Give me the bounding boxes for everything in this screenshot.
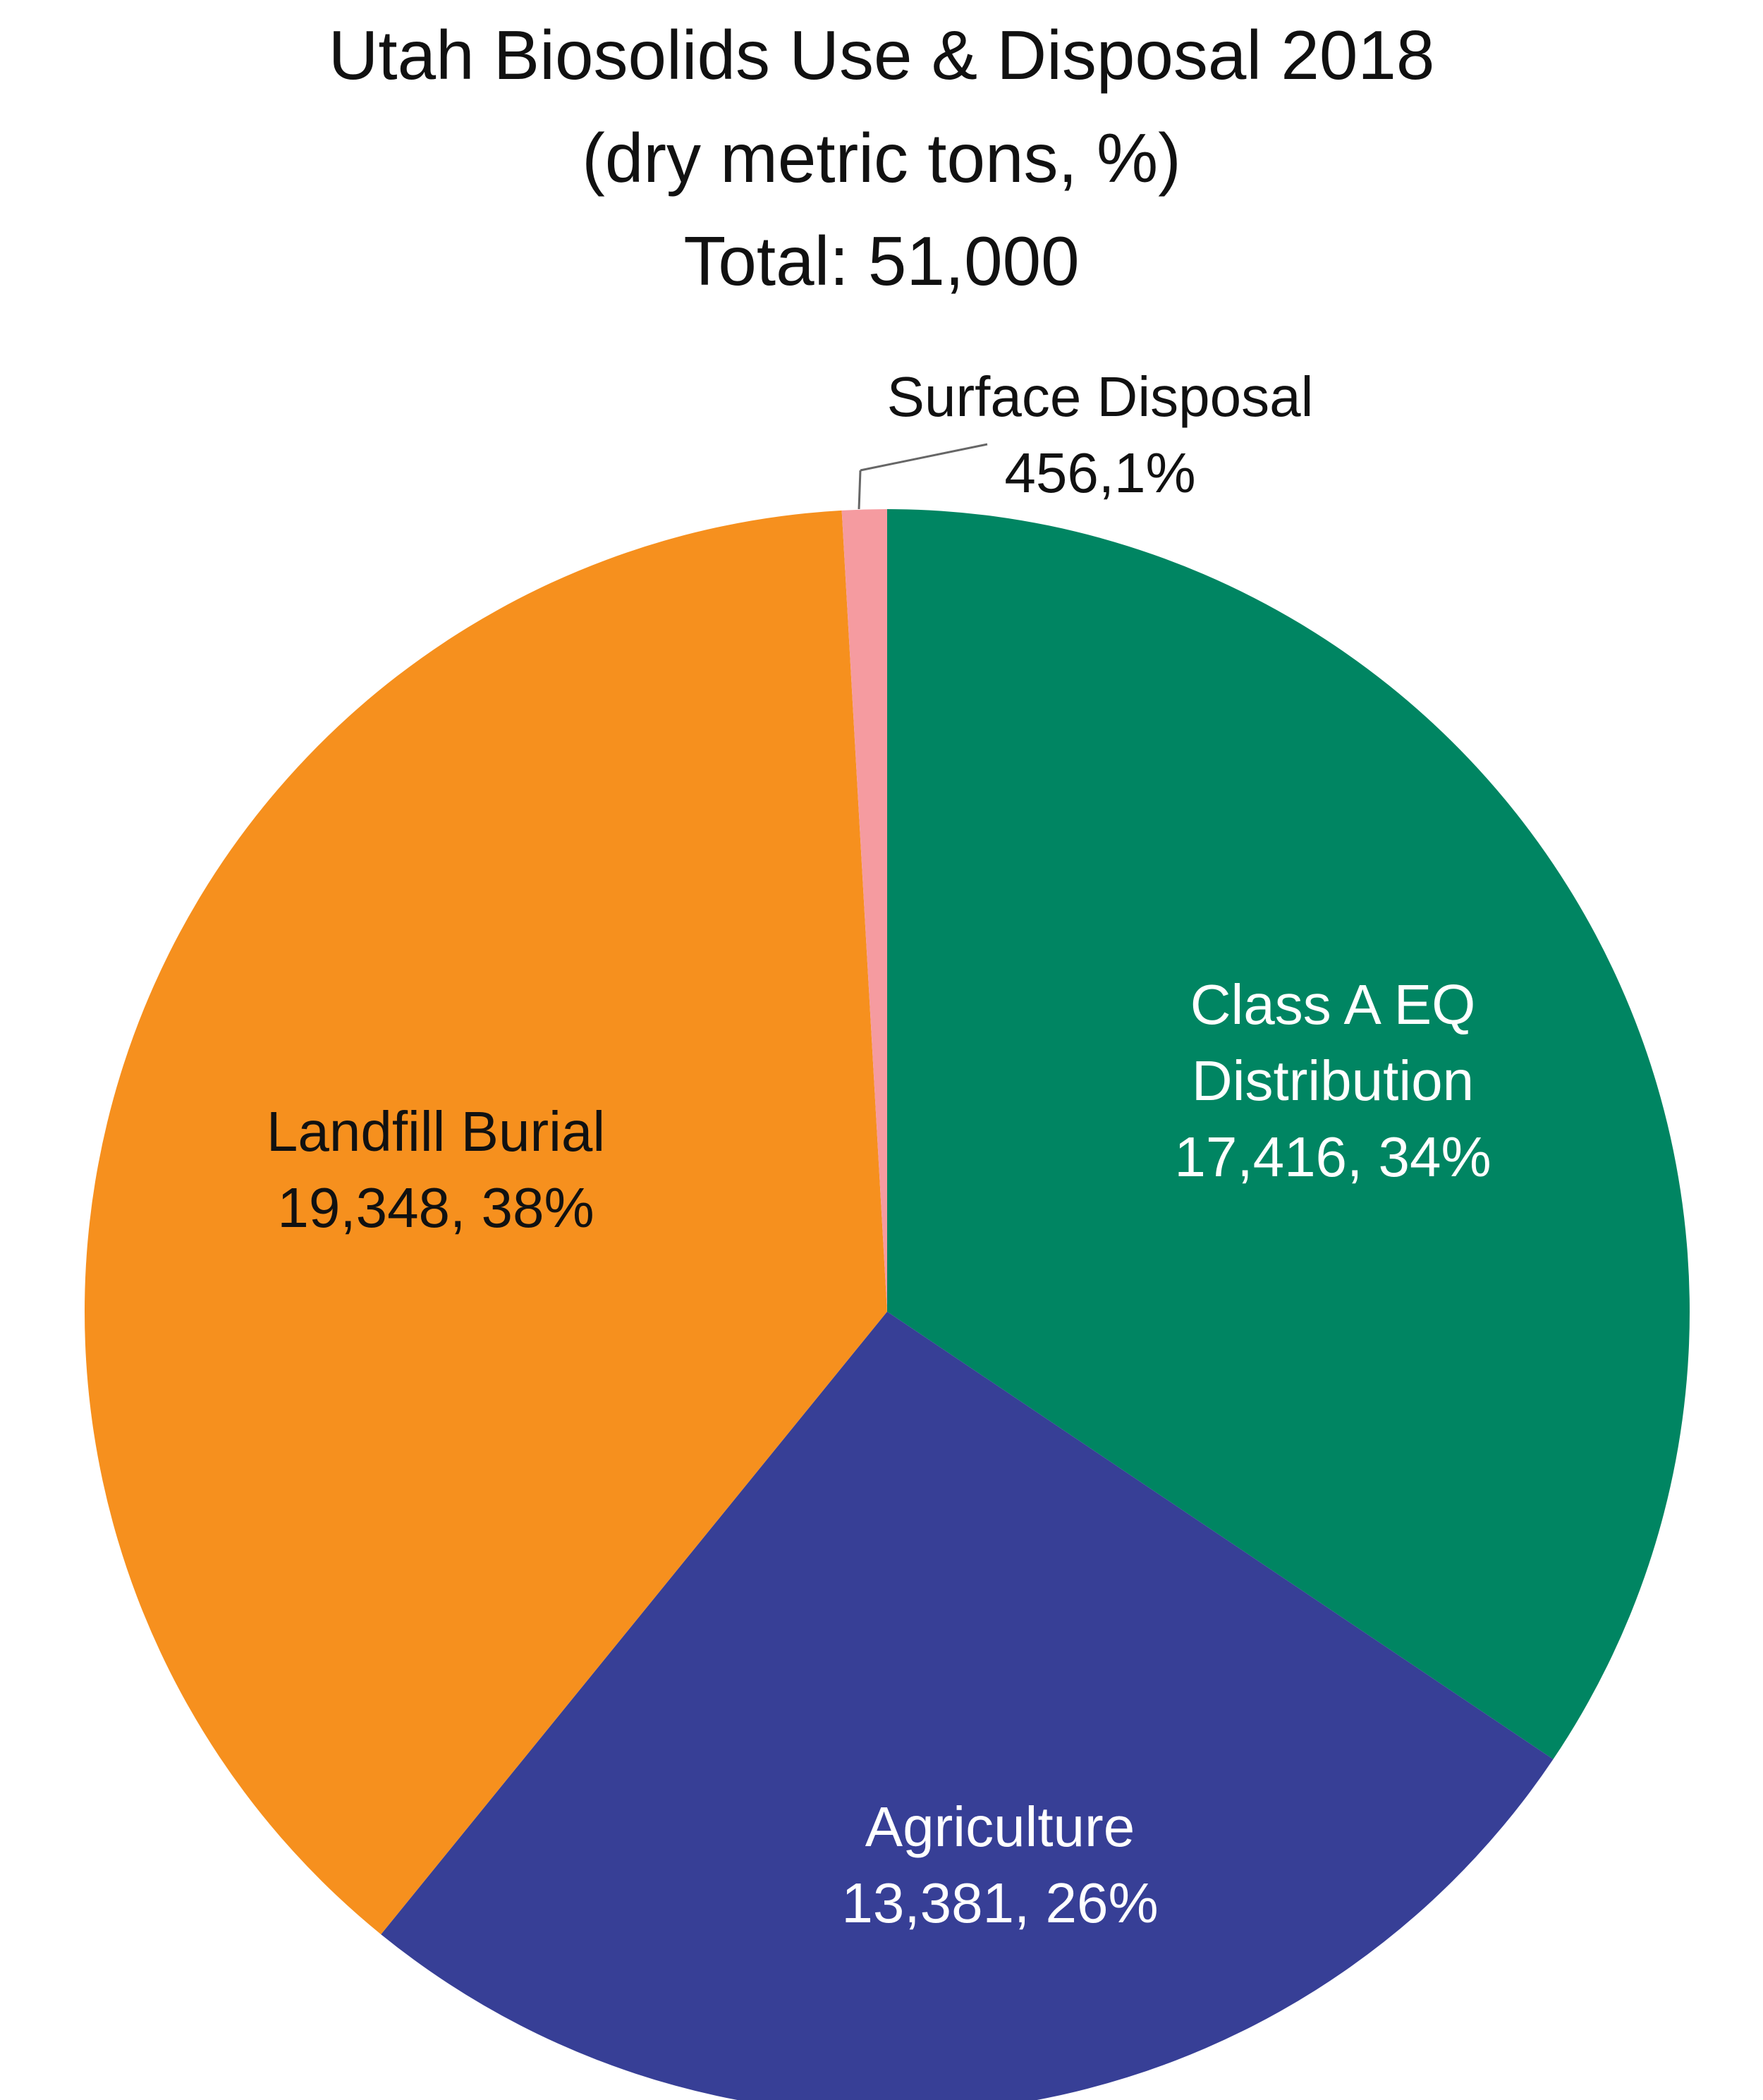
slice-label-line: Agriculture [865,1795,1135,1858]
slice-labels: Class A EQ Distribution 17,416, 34% Agricul… [267,365,1491,1934]
chart-title-line-3: Total: 51,000 [683,222,1079,300]
chart-title: Utah Biosolids Use & Disposal 2018 (dry … [329,16,1435,300]
pie-slice-agriculture [381,1312,1554,2100]
slice-label-line: Distribution [1192,1049,1474,1112]
pie-slices [84,508,1690,2100]
pie-slice-surface-disposal [841,508,887,1312]
slice-label-line: 456,1% [1004,441,1195,504]
slice-label-line: 19,348, 38% [277,1176,594,1239]
slice-label-line: Surface Disposal [887,365,1314,428]
slice-label-line: Landfill Burial [267,1100,605,1163]
pie-slice-class-a-eq-distribution [887,508,1690,1759]
slice-label-surface-disposal: Surface Disposal 456,1% [887,365,1314,504]
slice-label-landfill-burial: Landfill Burial 19,348, 38% [267,1100,605,1239]
surface-disposal-leader-line [858,470,862,510]
chart-title-line-2: (dry metric tons, %) [582,119,1181,197]
slice-label-line: 17,416, 34% [1174,1125,1491,1188]
slice-label-agriculture: Agriculture 13,381, 26% [841,1795,1158,1934]
slice-label-class-a-eq-distribution: Class A EQ Distribution 17,416, 34% [1174,973,1491,1188]
pie-slice-landfill-burial [84,510,888,1935]
surface-disposal-leader-line-arm [860,443,988,472]
slice-label-line: 13,381, 26% [841,1872,1158,1934]
chart-title-line-1: Utah Biosolids Use & Disposal 2018 [329,16,1435,94]
slice-label-line: Class A EQ [1190,973,1476,1036]
